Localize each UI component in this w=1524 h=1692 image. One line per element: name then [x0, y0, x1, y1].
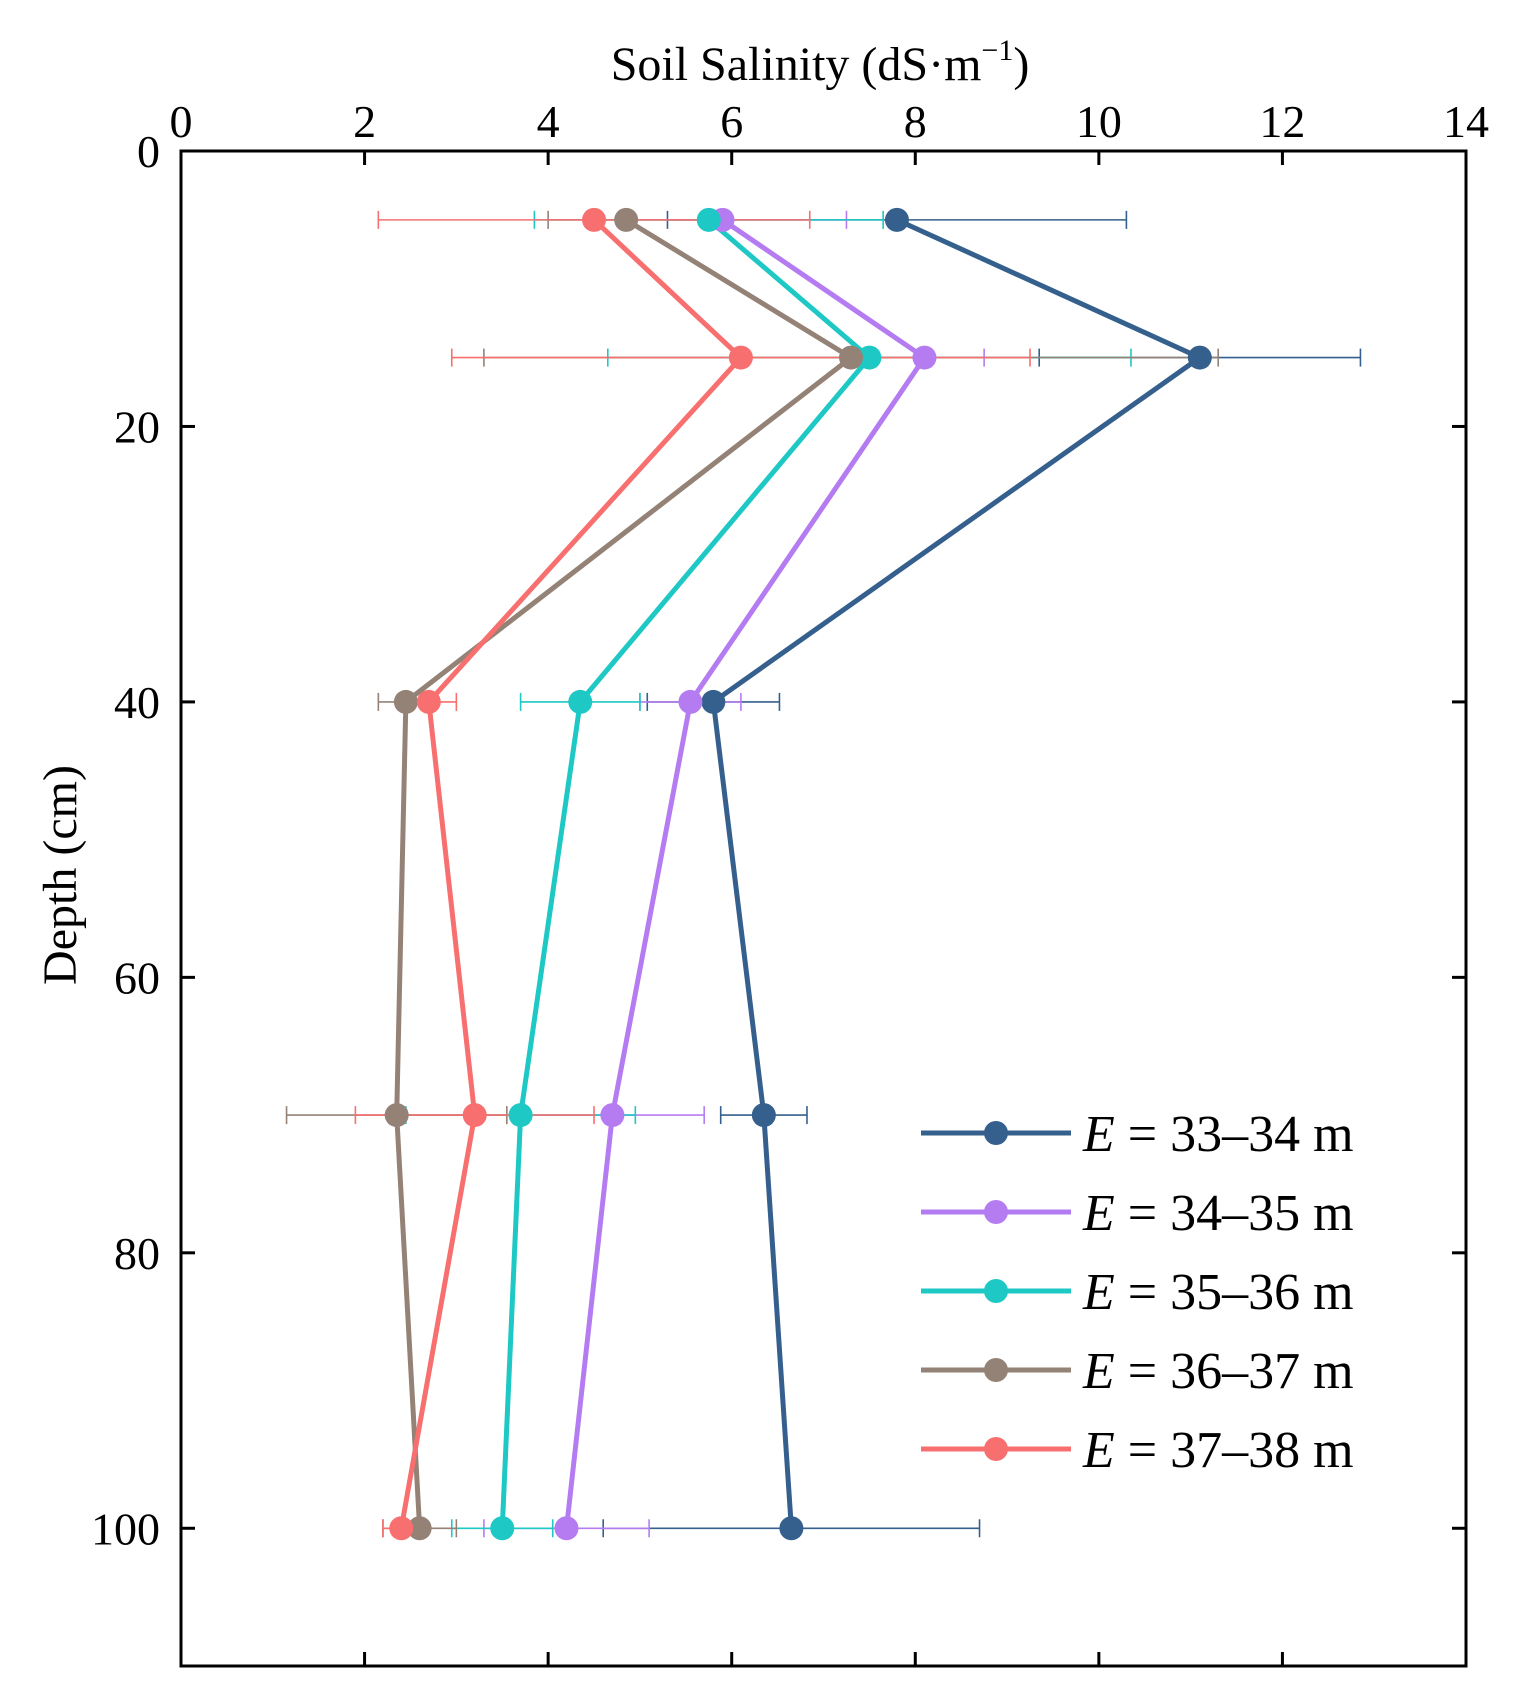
- data-point: [1187, 345, 1212, 370]
- y-tick-label: 20: [114, 401, 160, 452]
- legend-label-rest: = 34–35 m: [1115, 1185, 1354, 1242]
- legend-label-var: E: [1082, 1422, 1115, 1479]
- y-tick-label: 80: [114, 1228, 160, 1279]
- x-axis-title-main: Soil Salinity (dS·m: [611, 38, 982, 91]
- data-point: [728, 345, 753, 370]
- y-axis-title: Depth (cm): [34, 765, 87, 985]
- x-tick-label: 14: [1443, 96, 1489, 147]
- plot-frame: [179, 149, 1468, 1668]
- series-points: [384, 207, 1212, 1541]
- legend-label: E = 35–36 m: [1082, 1264, 1354, 1321]
- data-point: [384, 1103, 409, 1128]
- legend-label: E = 34–35 m: [1082, 1185, 1354, 1242]
- data-point: [912, 345, 937, 370]
- data-point: [389, 1516, 414, 1541]
- legend-label-rest: = 35–36 m: [1115, 1264, 1354, 1321]
- data-point: [701, 689, 726, 714]
- y-tick-labels: 0 20 40 60 80 100: [91, 126, 160, 1554]
- data-point: [568, 689, 593, 714]
- series-line: [398, 218, 744, 1529]
- x-tick-label: 10: [1076, 96, 1122, 147]
- legend-marker: [984, 1279, 1008, 1303]
- series-line: [710, 217, 1203, 1529]
- legend-label-var: E: [1082, 1343, 1115, 1400]
- legend-label-rest: = 37–38 m: [1115, 1422, 1354, 1479]
- data-point: [490, 1516, 515, 1541]
- data-point: [696, 207, 721, 232]
- legend-label: E = 33–34 m: [1082, 1106, 1354, 1163]
- legend-marker: [984, 1121, 1008, 1145]
- x-tick-labels: 0 2 4 6 8 10 12 14: [170, 96, 1490, 147]
- y-tick-label: 40: [114, 677, 160, 728]
- legend-label-rest: = 36–37 m: [1115, 1343, 1354, 1400]
- data-point: [678, 689, 703, 714]
- x-tick-label: 4: [537, 96, 560, 147]
- data-point: [393, 689, 418, 714]
- data-point: [884, 207, 909, 232]
- legend: E = 33–34 mE = 34–35 mE = 35–36 mE = 36–…: [921, 1106, 1354, 1479]
- legend-label-var: E: [1082, 1264, 1115, 1321]
- data-point: [508, 1103, 533, 1128]
- y-tick-label: 60: [114, 952, 160, 1003]
- x-tick-label: 0: [170, 96, 193, 147]
- legend-label-var: E: [1082, 1185, 1115, 1242]
- data-point: [857, 345, 882, 370]
- legend-label-var: E: [1082, 1106, 1115, 1163]
- legend-marker: [984, 1358, 1008, 1382]
- legend-label: E = 37–38 m: [1082, 1422, 1354, 1479]
- data-point: [614, 207, 639, 232]
- x-tick-label: 6: [720, 96, 743, 147]
- data-point: [779, 1516, 804, 1541]
- series-line: [394, 217, 854, 1529]
- legend-label: E = 36–37 m: [1082, 1343, 1354, 1400]
- legend-marker: [984, 1200, 1008, 1224]
- data-point: [600, 1103, 625, 1128]
- series-line: [564, 217, 927, 1529]
- data-point: [839, 345, 864, 370]
- x-tick-label: 12: [1259, 96, 1305, 147]
- x-tick-label: 8: [904, 96, 927, 147]
- data-point: [554, 1516, 579, 1541]
- x-axis-title: Soil Salinity (dS·m−1): [611, 34, 1030, 91]
- data-point: [416, 689, 441, 714]
- y-tick-label: 100: [91, 1503, 160, 1554]
- legend-marker: [984, 1437, 1008, 1461]
- data-point: [751, 1103, 776, 1128]
- data-point: [407, 1516, 432, 1541]
- x-axis-title-tail: ): [1013, 38, 1029, 91]
- series-lines: [394, 217, 1203, 1529]
- legend-label-rest: = 33–34 m: [1115, 1106, 1354, 1163]
- y-tick-label: 0: [137, 126, 160, 177]
- data-point: [582, 207, 607, 232]
- data-point: [462, 1103, 487, 1128]
- x-tick-label: 2: [353, 96, 376, 147]
- x-axis-title-sup: −1: [981, 34, 1013, 67]
